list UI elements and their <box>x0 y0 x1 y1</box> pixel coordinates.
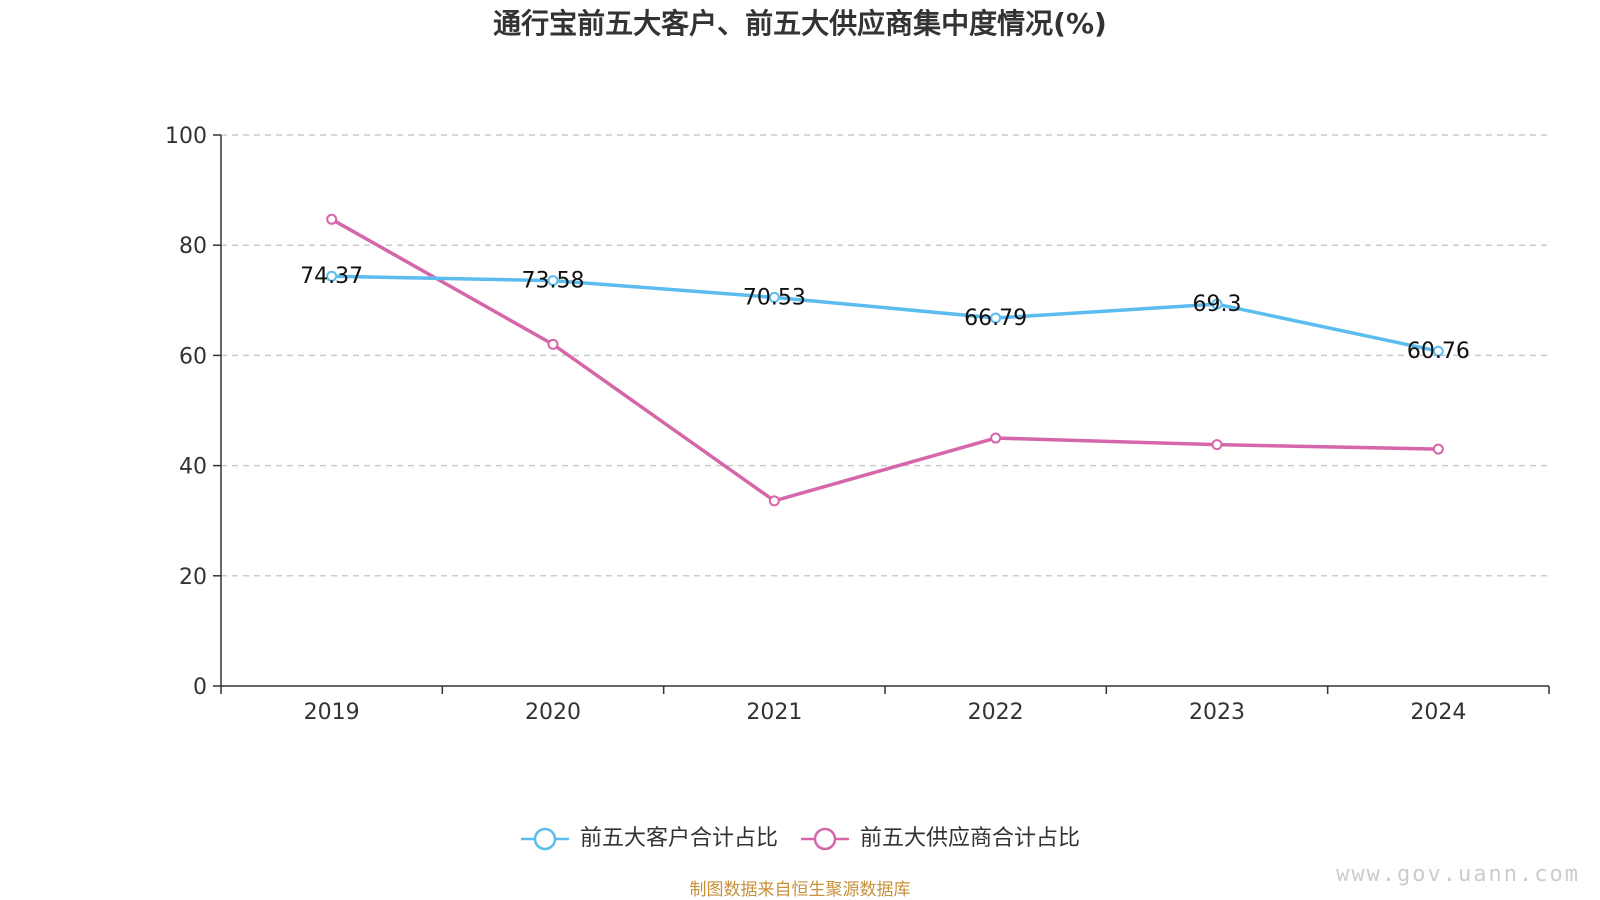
legend-label: 前五大客户合计占比 <box>579 826 778 851</box>
series-line <box>331 274 1439 353</box>
data-point[interactable] <box>990 312 1002 324</box>
data-point[interactable] <box>326 213 338 225</box>
y-tick-label: 0 <box>193 675 207 700</box>
legend-item[interactable]: 前五大供应商合计占比 <box>800 822 1080 856</box>
legend-swatch-icon <box>520 827 569 851</box>
x-tick-label: 2022 <box>968 700 1024 725</box>
data-labels: 74.37 73.58 70.53 66.79 69.3 60.76 <box>300 264 1470 364</box>
data-point[interactable] <box>547 275 559 287</box>
data-label: 73.58 <box>522 269 585 294</box>
data-point[interactable] <box>547 338 559 350</box>
data-label: 70.53 <box>743 285 806 310</box>
y-tick-label: 20 <box>179 565 207 590</box>
data-point[interactable] <box>768 291 780 303</box>
data-label: 69.3 <box>1193 292 1242 317</box>
y-tick-label: 60 <box>179 344 207 369</box>
x-tick-label: 2021 <box>746 700 802 725</box>
chart-title: 通行宝前五大客户、前五大供应商集中度情况(%) <box>493 7 1107 40</box>
series-line <box>330 217 1439 503</box>
watermark: www.gov.uann.com <box>1336 862 1580 887</box>
data-point[interactable] <box>990 432 1002 444</box>
data-point[interactable] <box>1211 298 1223 310</box>
source-note: 制图数据来自恒生聚源数据库 <box>689 880 911 900</box>
grid-lines <box>221 134 1549 577</box>
data-point[interactable] <box>768 495 780 507</box>
series-lines <box>326 213 1444 507</box>
y-tick-label: 80 <box>179 234 207 259</box>
data-point[interactable] <box>326 270 338 282</box>
legend-swatch-icon <box>801 827 849 851</box>
data-point[interactable] <box>1432 345 1444 357</box>
x-tick-label: 2019 <box>304 700 360 725</box>
x-tick-label: 2020 <box>525 700 581 725</box>
data-point[interactable] <box>1211 439 1223 451</box>
data-label: 74.37 <box>300 264 363 289</box>
legend-label: 前五大供应商合计占比 <box>860 826 1081 851</box>
data-label: 66.79 <box>964 306 1027 331</box>
x-tick-label: 2023 <box>1189 700 1245 725</box>
x-tick-label: 2024 <box>1410 700 1466 725</box>
data-point[interactable] <box>1432 443 1444 455</box>
y-tick-label: 40 <box>179 455 207 480</box>
legend: 前五大客户合计占比 前五大供应商合计占比 <box>0 822 1600 856</box>
data-label: 60.76 <box>1407 339 1470 364</box>
axes: 0 20 40 60 80 100 2019 2020 2021 2022 2023 2024 <box>165 124 1550 725</box>
legend-item[interactable]: 前五大客户合计占比 <box>520 822 778 856</box>
y-tick-label: 100 <box>165 124 207 149</box>
